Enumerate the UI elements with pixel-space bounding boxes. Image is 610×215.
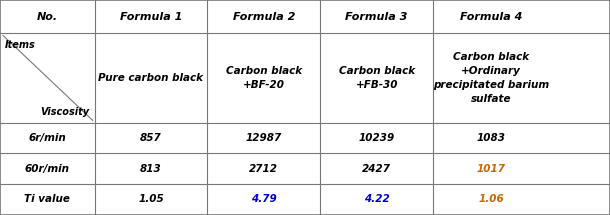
Text: Ti value: Ti value	[24, 194, 70, 204]
Text: Pure carbon black: Pure carbon black	[98, 73, 204, 83]
Text: Items: Items	[5, 40, 35, 50]
Text: Carbon black
+BF-20: Carbon black +BF-20	[226, 66, 302, 90]
Text: 6r/min: 6r/min	[29, 133, 66, 143]
Text: 4.79: 4.79	[251, 194, 277, 204]
Text: Formula 3: Formula 3	[345, 12, 408, 22]
Text: No.: No.	[37, 12, 58, 22]
Text: 813: 813	[140, 164, 162, 174]
Text: 12987: 12987	[246, 133, 282, 143]
Text: Viscosity: Viscosity	[40, 107, 90, 117]
Text: 1083: 1083	[476, 133, 506, 143]
Text: Formula 1: Formula 1	[120, 12, 182, 22]
Text: 2427: 2427	[362, 164, 391, 174]
Text: 1.05: 1.05	[138, 194, 164, 204]
Text: 60r/min: 60r/min	[25, 164, 70, 174]
Text: 10239: 10239	[359, 133, 395, 143]
Text: 857: 857	[140, 133, 162, 143]
Text: Formula 4: Formula 4	[460, 12, 522, 22]
Text: 1017: 1017	[476, 164, 506, 174]
Text: Carbon black
+FB-30: Carbon black +FB-30	[339, 66, 415, 90]
Text: Formula 2: Formula 2	[232, 12, 295, 22]
Text: 4.22: 4.22	[364, 194, 390, 204]
Text: Carbon black
+Ordinary
precipitated barium
sulfate: Carbon black +Ordinary precipitated bari…	[433, 52, 549, 104]
Text: 2712: 2712	[249, 164, 278, 174]
Text: 1.06: 1.06	[478, 194, 504, 204]
